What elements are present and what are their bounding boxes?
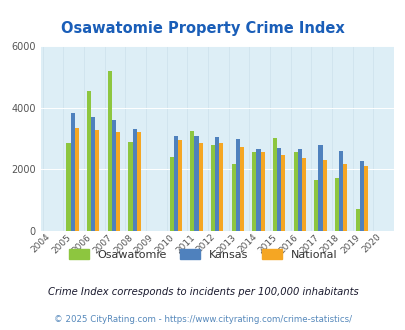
Bar	[359, 161, 363, 231]
Bar	[70, 113, 75, 231]
Bar	[301, 158, 305, 231]
Bar	[256, 149, 260, 231]
Bar	[116, 132, 120, 231]
Bar	[338, 151, 342, 231]
Bar	[91, 117, 95, 231]
Bar	[363, 166, 367, 231]
Legend: Osawatomie, Kansas, National: Osawatomie, Kansas, National	[68, 249, 337, 260]
Bar	[198, 143, 202, 231]
Bar	[235, 139, 239, 231]
Bar	[231, 164, 235, 231]
Bar	[128, 142, 132, 231]
Bar	[260, 152, 264, 231]
Bar	[281, 155, 285, 231]
Bar	[342, 164, 347, 231]
Bar	[112, 119, 116, 231]
Bar	[190, 131, 194, 231]
Bar	[136, 132, 141, 231]
Bar	[318, 146, 322, 231]
Bar	[215, 137, 219, 231]
Bar	[75, 128, 79, 231]
Bar	[277, 148, 281, 231]
Bar	[322, 159, 326, 231]
Bar	[272, 138, 277, 231]
Bar	[297, 149, 301, 231]
Text: Osawatomie Property Crime Index: Osawatomie Property Crime Index	[61, 21, 344, 36]
Bar	[355, 210, 359, 231]
Bar	[239, 147, 243, 231]
Bar	[132, 129, 136, 231]
Bar	[107, 71, 112, 231]
Bar	[169, 157, 173, 231]
Bar	[211, 145, 215, 231]
Text: © 2025 CityRating.com - https://www.cityrating.com/crime-statistics/: © 2025 CityRating.com - https://www.city…	[54, 315, 351, 324]
Bar	[293, 152, 297, 231]
Bar	[173, 136, 177, 231]
Bar	[87, 91, 91, 231]
Bar	[194, 136, 198, 231]
Bar	[334, 178, 338, 231]
Bar	[95, 130, 99, 231]
Bar	[313, 180, 318, 231]
Bar	[177, 141, 182, 231]
Bar	[252, 152, 256, 231]
Bar	[219, 143, 223, 231]
Bar	[66, 143, 70, 231]
Text: Crime Index corresponds to incidents per 100,000 inhabitants: Crime Index corresponds to incidents per…	[47, 287, 358, 297]
